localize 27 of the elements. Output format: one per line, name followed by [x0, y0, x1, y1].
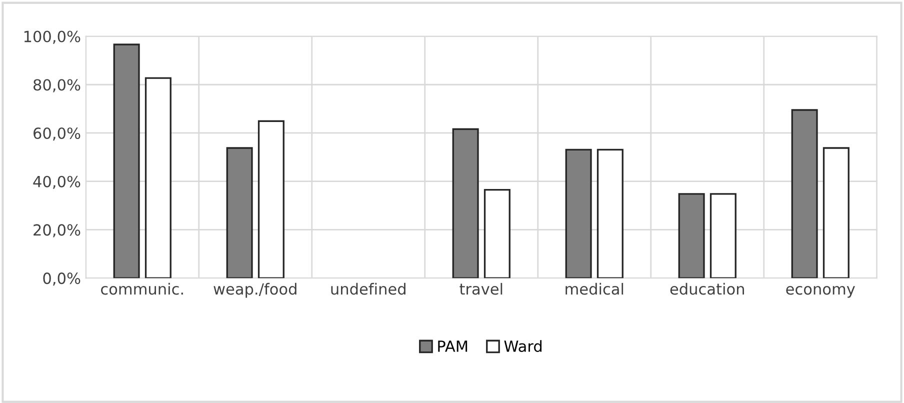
y-tick-label: 60,0%	[34, 127, 80, 141]
bar	[452, 128, 479, 278]
bar	[484, 188, 510, 278]
x-tick-label: communic.	[101, 282, 183, 295]
x-tick-label: medical	[566, 282, 624, 295]
x-tick-label: travel	[460, 282, 502, 295]
y-tick-label: 80,0%	[34, 79, 80, 92]
bar	[791, 109, 818, 278]
y-tick-label: 20,0%	[34, 224, 80, 238]
legend-label: PAM	[438, 340, 468, 352]
x-tick-label: weap./food	[214, 282, 296, 298]
bar	[822, 147, 850, 278]
bar	[678, 193, 705, 278]
x-tick-label: undefined	[331, 282, 406, 295]
x-tick-label: economy	[786, 286, 855, 298]
bar	[596, 148, 624, 278]
bar	[113, 44, 140, 278]
bar	[258, 120, 284, 278]
bar	[565, 148, 592, 278]
legend-label: Ward	[504, 340, 542, 352]
bar	[226, 147, 253, 278]
y-tick-label: 100,0%	[24, 30, 80, 44]
bar	[144, 77, 172, 278]
y-tick-label: 40,0%	[33, 176, 80, 189]
x-tick-label: education	[670, 282, 744, 295]
y-tick-label: 0,0%	[43, 272, 80, 286]
bar	[710, 193, 736, 278]
